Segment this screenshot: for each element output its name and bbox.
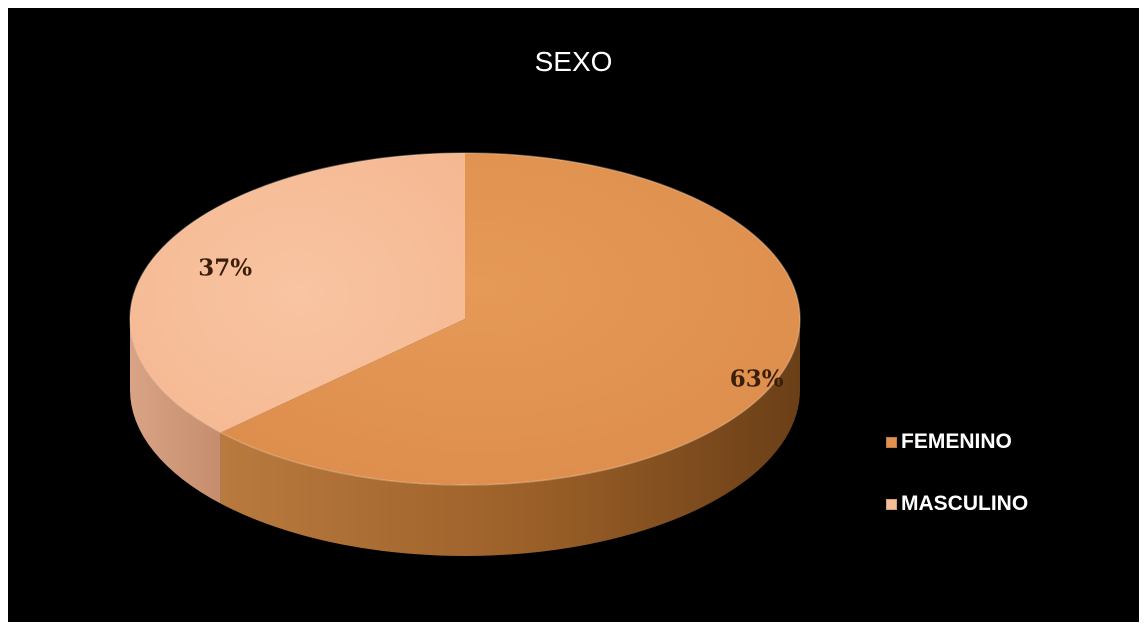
legend-swatch: [886, 498, 897, 510]
legend-item-femenino: FEMENINO: [886, 428, 1028, 456]
pie-slice-masculino: [130, 153, 465, 433]
legend-label: FEMENINO: [901, 430, 1012, 453]
chart-title: SEXO: [534, 46, 613, 77]
pie-side-masculino: [130, 319, 221, 504]
pie-slice-femenino: [220, 153, 800, 486]
chart-area: SEXO 63% 37% FEMENINO MASCULINO: [8, 8, 1139, 622]
pie-chart: 63% 37%: [129, 152, 801, 556]
pie-rim: [129, 152, 801, 486]
legend-item-masculino: MASCULINO: [886, 490, 1028, 518]
legend: FEMENINO MASCULINO: [886, 428, 1028, 552]
pie-side-femenino: [220, 319, 800, 556]
pie-label-masculino: 37%: [198, 255, 252, 282]
legend-swatch: [886, 436, 897, 448]
pie-label-femenino: 63%: [730, 365, 784, 392]
legend-label: MASCULINO: [901, 492, 1029, 515]
